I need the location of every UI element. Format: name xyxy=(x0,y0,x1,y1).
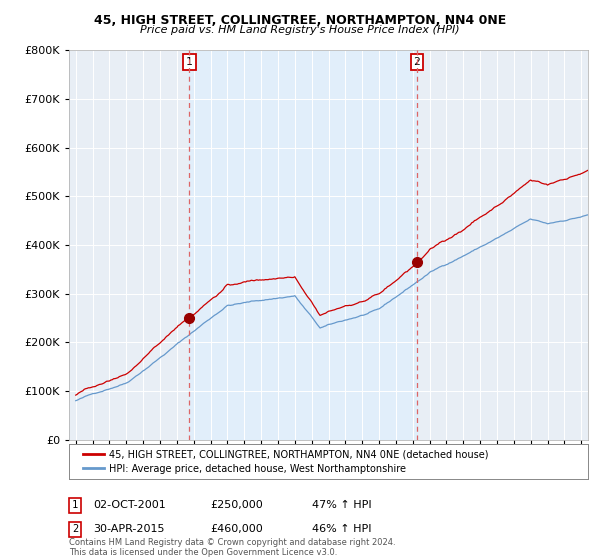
Text: 2: 2 xyxy=(72,524,78,534)
Text: 30-APR-2015: 30-APR-2015 xyxy=(93,524,164,534)
Text: 2: 2 xyxy=(413,57,421,67)
Text: £250,000: £250,000 xyxy=(210,500,263,510)
Text: Price paid vs. HM Land Registry's House Price Index (HPI): Price paid vs. HM Land Registry's House … xyxy=(140,25,460,35)
Text: £460,000: £460,000 xyxy=(210,524,263,534)
Text: 1: 1 xyxy=(72,500,78,510)
Text: 45, HIGH STREET, COLLINGTREE, NORTHAMPTON, NN4 0NE: 45, HIGH STREET, COLLINGTREE, NORTHAMPTO… xyxy=(94,14,506,27)
Bar xyxy=(190,50,417,440)
Text: Contains HM Land Registry data © Crown copyright and database right 2024.
This d: Contains HM Land Registry data © Crown c… xyxy=(69,538,395,557)
Text: 46% ↑ HPI: 46% ↑ HPI xyxy=(312,524,371,534)
Text: 02-OCT-2001: 02-OCT-2001 xyxy=(93,500,166,510)
Text: 1: 1 xyxy=(186,57,193,67)
Text: 47% ↑ HPI: 47% ↑ HPI xyxy=(312,500,371,510)
Legend: 45, HIGH STREET, COLLINGTREE, NORTHAMPTON, NN4 0NE (detached house), HPI: Averag: 45, HIGH STREET, COLLINGTREE, NORTHAMPTO… xyxy=(79,445,493,478)
